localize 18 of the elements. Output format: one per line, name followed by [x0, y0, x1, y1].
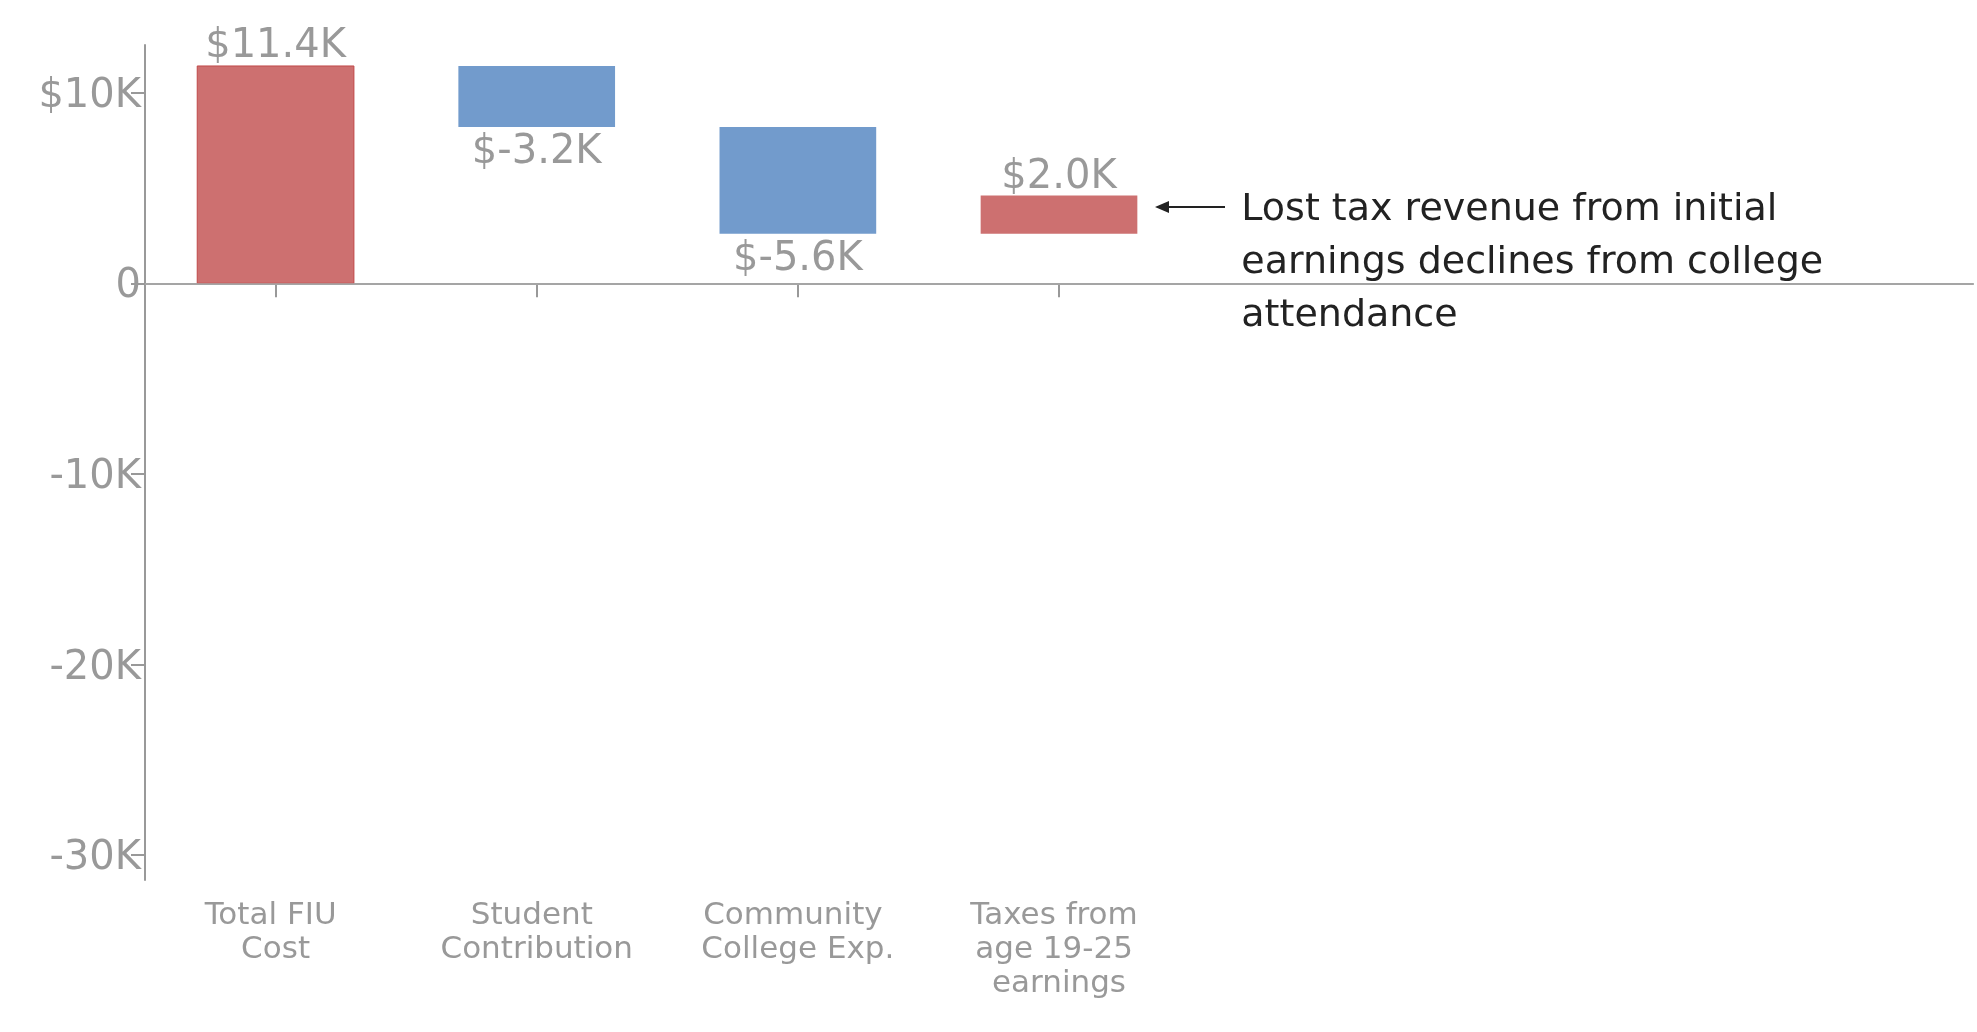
bar	[458, 65, 616, 127]
y-tick-label: -30K	[49, 832, 143, 879]
y-tick-label: -20K	[49, 641, 143, 688]
data-label: $-3.2K	[471, 125, 604, 172]
y-tick-label: $10K	[38, 69, 143, 116]
x-tick-label: Total FIU Cost	[203, 895, 347, 965]
bar	[980, 195, 1138, 234]
bar	[196, 65, 355, 284]
x-tick-label: Student Contribution	[440, 895, 633, 965]
y-tick-label: -10K	[49, 450, 143, 497]
annotation: Lost tax revenue from initial earnings declines from college attendance	[1241, 184, 1825, 338]
x-tick-label: Taxes from age 19-25 earnings	[969, 895, 1148, 999]
x-tick-label: Community College Exp.	[701, 895, 895, 965]
y-tick-label: 0	[115, 260, 141, 307]
data-label: $-5.6K	[732, 232, 865, 279]
data-label: $2.0K	[1001, 150, 1119, 197]
data-label: $11.4K	[205, 20, 348, 67]
bar	[719, 126, 877, 234]
